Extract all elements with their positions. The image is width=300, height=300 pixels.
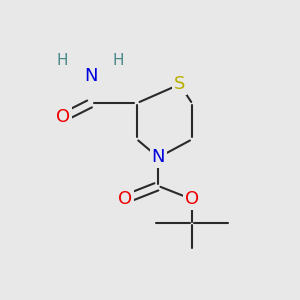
Text: H: H — [56, 53, 68, 68]
Text: N: N — [85, 67, 98, 85]
Text: N: N — [152, 148, 165, 166]
Text: O: O — [56, 108, 70, 126]
Text: H: H — [112, 53, 124, 68]
Text: O: O — [118, 190, 132, 208]
Text: S: S — [174, 75, 185, 93]
Text: O: O — [185, 190, 199, 208]
